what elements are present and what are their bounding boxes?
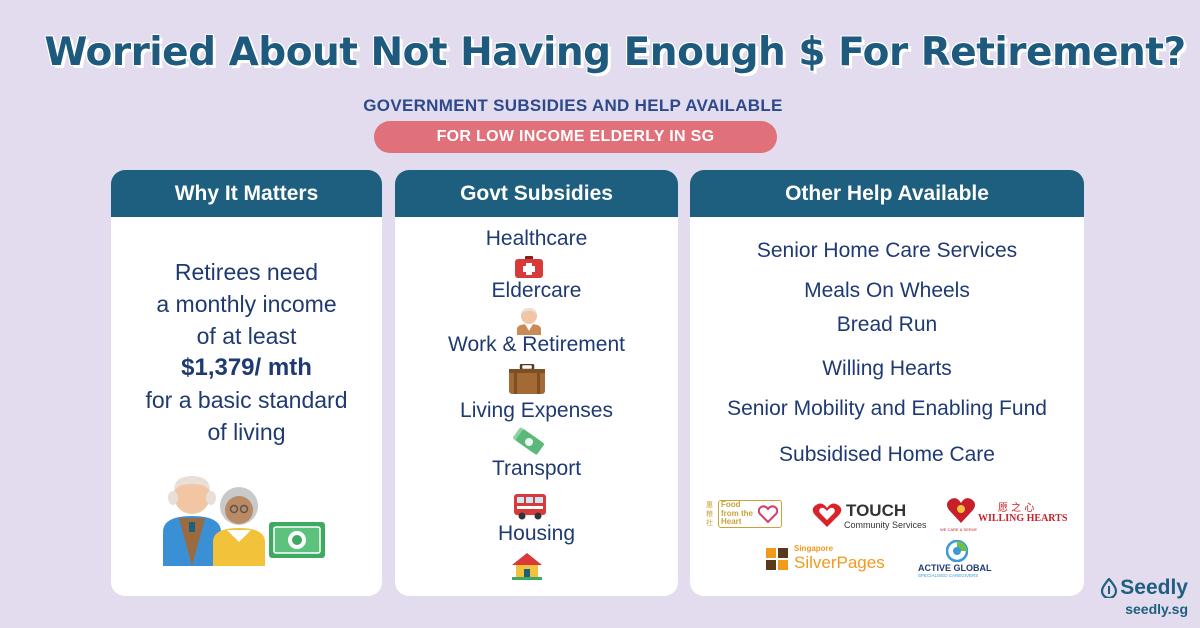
heart-icon: [758, 505, 778, 523]
subsidy-transport: Transport: [491, 457, 582, 480]
other-help-heading: Other Help Available: [690, 170, 1084, 217]
elderly-couple-icon: [163, 476, 325, 566]
why-line-4: for a basic standard: [145, 387, 348, 413]
help-item-senior-mobility-fund: Senior Mobility and Enabling Fund: [727, 397, 1047, 420]
food-from-the-heart-logo: 惠粮社 Food from the Heart: [706, 500, 784, 530]
govt-subsidies-heading: Govt Subsidies: [395, 170, 678, 217]
help-item-bread-run: Bread Run: [836, 313, 938, 336]
active-global-icon: [946, 540, 968, 562]
subsidy-housing: Housing: [497, 522, 576, 545]
why-line-3: of at least: [196, 323, 297, 349]
why-line-1: Retirees need: [174, 259, 319, 285]
why-it-matters-heading: Why It Matters: [111, 170, 382, 217]
touch-name: TOUCH: [846, 501, 907, 520]
subsidy-work-retirement: Work & Retirement: [448, 333, 625, 356]
money-icon: [513, 427, 544, 455]
subsidy-living-expenses: Living Expenses: [460, 399, 613, 422]
seedly-drop-icon: [1101, 578, 1118, 598]
active-global-sub: SPECIALISED CAREGIVERS: [918, 573, 979, 578]
page-subtitle: GOVERNMENT SUBSIDIES AND HELP AVAILABLE: [363, 96, 783, 115]
audience-pill: FOR LOW INCOME ELDERLY IN SG: [374, 121, 777, 153]
willing-hearts-name: WILLING HEARTS: [978, 513, 1068, 524]
food-heart-line2: from the: [721, 508, 753, 518]
food-heart-line1: Food: [721, 500, 741, 509]
subsidy-eldercare: Eldercare: [491, 279, 582, 302]
help-item-senior-home-care: Senior Home Care Services: [756, 239, 1018, 262]
why-line-5: of living: [207, 419, 286, 445]
seedly-brand: Seedly seedly.sg: [1101, 576, 1188, 617]
food-heart-line3: Heart: [721, 517, 742, 526]
seedly-url: seedly.sg: [1125, 601, 1188, 617]
silverpages-top: Singapore: [794, 544, 834, 553]
willing-hearts-chinese: 愿 之 心: [998, 503, 1035, 514]
seedly-name: Seedly: [1120, 576, 1188, 599]
seedly-logo: Seedly: [1101, 576, 1188, 600]
first-aid-kit-icon: [515, 256, 543, 278]
touch-sub: Community Services: [844, 520, 927, 530]
income-amount: $1,379/ mth: [181, 354, 312, 381]
govt-subsidies-card: Govt Subsidies Healthcare Eldercare Work…: [395, 170, 678, 596]
bus-icon: [514, 494, 546, 520]
help-item-subsidised-home-care: Subsidised Home Care: [779, 443, 995, 466]
briefcase-icon: [509, 364, 545, 394]
touch-community-services-logo: TOUCH Community Services: [812, 500, 932, 532]
why-line-2: a monthly income: [156, 291, 337, 317]
why-it-matters-card: Why It Matters Retirees need a monthly i…: [111, 170, 382, 596]
touch-heart-icon: [812, 503, 842, 527]
willing-hearts-heart-icon: [946, 498, 976, 523]
page-title: Worried About Not Having Enough $ For Re…: [44, 30, 1186, 75]
puzzle-icon: [766, 548, 788, 570]
elderly-person-icon: [517, 308, 541, 335]
help-item-meals-on-wheels: Meals On Wheels: [804, 279, 970, 302]
willing-hearts-logo: WE CARE & SERVE 愿 之 心 WILLING HEARTS: [940, 496, 1070, 536]
active-global-name: ACTIVE GLOBAL: [918, 563, 992, 573]
singapore-silverpages-logo: Singapore SilverPages: [764, 544, 894, 576]
food-heart-chinese: 惠粮社: [706, 501, 713, 527]
willing-hearts-tag: WE CARE & SERVE: [940, 527, 978, 532]
why-it-matters-text: Retirees need a monthly income of at lea…: [111, 256, 382, 448]
help-item-willing-hearts: Willing Hearts: [822, 357, 952, 380]
subsidy-healthcare: Healthcare: [485, 227, 588, 250]
house-icon: [512, 553, 542, 580]
other-help-card: Other Help Available Senior Home Care Se…: [690, 170, 1084, 596]
active-global-logo: ACTIVE GLOBAL SPECIALISED CAREGIVERS: [916, 540, 1000, 580]
silverpages-name: SilverPages: [794, 553, 885, 572]
